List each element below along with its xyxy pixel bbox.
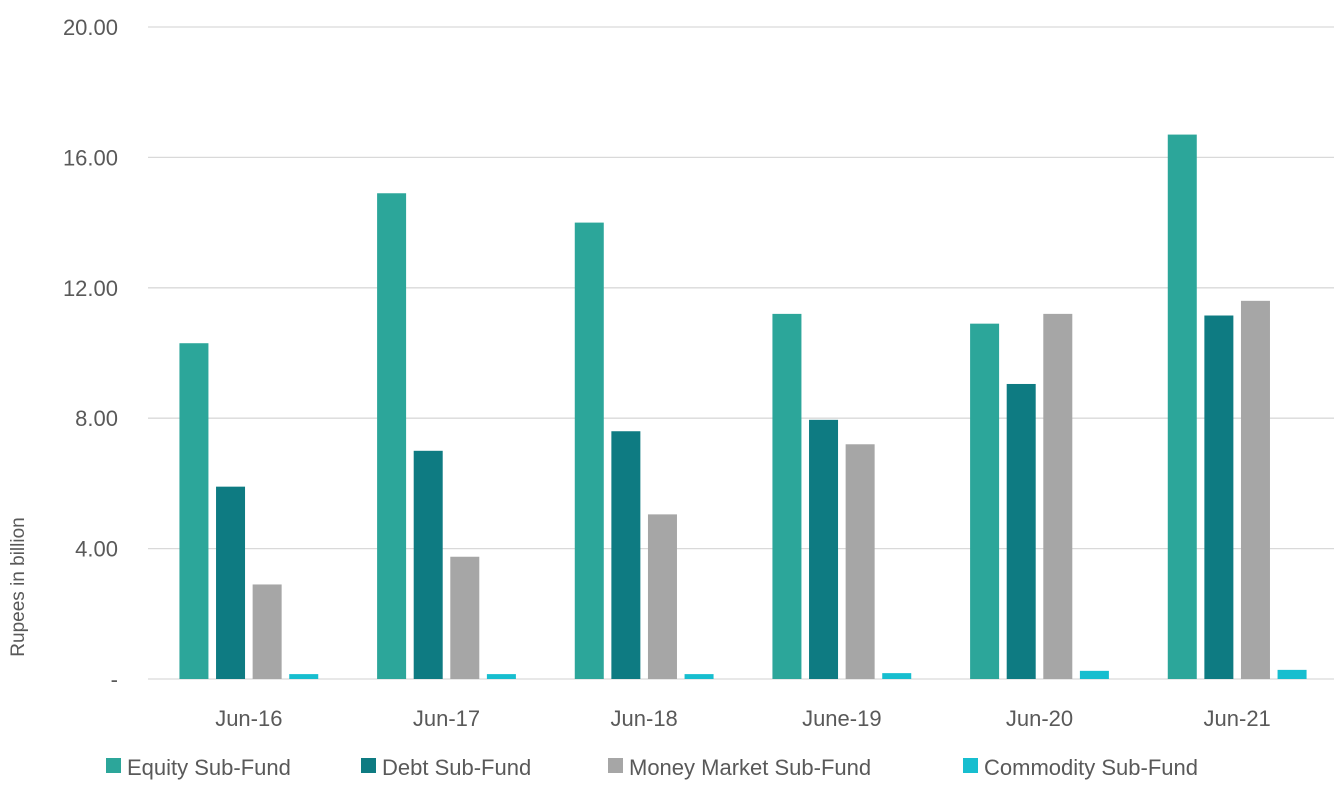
y-axis-ticks: - 4.00 8.00 12.00 16.00 20.00: [63, 15, 118, 692]
bar-money-market-sub-fund-jun-16: [252, 584, 282, 679]
bar-commodity-sub-fund-jun-16: [289, 674, 319, 679]
x-tick-label: June-19: [802, 706, 882, 731]
legend-swatch: [963, 758, 978, 773]
bar-equity-sub-fund-jun-20: [970, 323, 1000, 679]
bar-debt-sub-fund-jun-18: [611, 431, 641, 679]
x-tick-label: Jun-20: [1006, 706, 1073, 731]
y-tick-label: 4.00: [75, 537, 118, 562]
gridlines: [148, 26, 1334, 680]
bar-money-market-sub-fund-jun-21: [1240, 300, 1270, 679]
x-axis-ticks: Jun-16 Jun-17 Jun-18 June-19 Jun-20 Jun-21: [215, 706, 1271, 731]
bar-money-market-sub-fund-jun-17: [450, 556, 480, 679]
y-tick-label: -: [111, 667, 118, 692]
x-tick-label: Jun-17: [413, 706, 480, 731]
y-tick-label: 8.00: [75, 406, 118, 431]
bar-commodity-sub-fund-jun-21: [1277, 669, 1307, 679]
legend-label: Money Market Sub-Fund: [629, 755, 871, 780]
bar-money-market-sub-fund-jun-20: [1043, 313, 1073, 679]
y-tick-label: 12.00: [63, 276, 118, 301]
bar-debt-sub-fund-jun-17: [413, 450, 443, 679]
legend-label: Commodity Sub-Fund: [984, 755, 1198, 780]
y-axis-label: Rupees in billion: [8, 517, 29, 656]
bar-commodity-sub-fund-jun-18: [684, 674, 714, 679]
bars: [179, 134, 1307, 679]
legend-swatch: [361, 758, 376, 773]
legend-swatch: [608, 758, 623, 773]
bar-debt-sub-fund-jun-20: [1006, 383, 1036, 679]
bar-debt-sub-fund-jun-16: [216, 486, 246, 679]
bar-equity-sub-fund-jun-18: [574, 222, 604, 679]
y-tick-label: 20.00: [63, 15, 118, 40]
bar-commodity-sub-fund-jun-20: [1079, 670, 1109, 679]
x-tick-label: Jun-18: [611, 706, 678, 731]
bar-debt-sub-fund-june-19: [809, 419, 839, 679]
bar-equity-sub-fund-jun-16: [179, 343, 209, 679]
bar-money-market-sub-fund-june-19: [845, 444, 875, 679]
bar-debt-sub-fund-jun-21: [1204, 315, 1234, 679]
legend-label: Equity Sub-Fund: [127, 755, 291, 780]
bar-commodity-sub-fund-june-19: [882, 673, 912, 679]
bar-money-market-sub-fund-jun-18: [647, 514, 677, 679]
x-tick-label: Jun-21: [1204, 706, 1271, 731]
bar-equity-sub-fund-june-19: [772, 313, 802, 679]
legend-swatch: [106, 758, 121, 773]
y-tick-label: 16.00: [63, 145, 118, 170]
legend-label: Debt Sub-Fund: [382, 755, 531, 780]
bar-equity-sub-fund-jun-21: [1167, 134, 1197, 679]
bar-equity-sub-fund-jun-17: [377, 193, 407, 679]
legend: Equity Sub-Fund Debt Sub-Fund Money Market…: [106, 755, 1198, 780]
x-tick-label: Jun-16: [215, 706, 282, 731]
bar-commodity-sub-fund-jun-17: [486, 674, 516, 679]
